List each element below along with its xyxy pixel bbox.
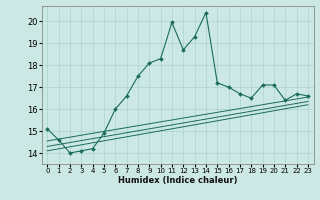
X-axis label: Humidex (Indice chaleur): Humidex (Indice chaleur) bbox=[118, 176, 237, 185]
